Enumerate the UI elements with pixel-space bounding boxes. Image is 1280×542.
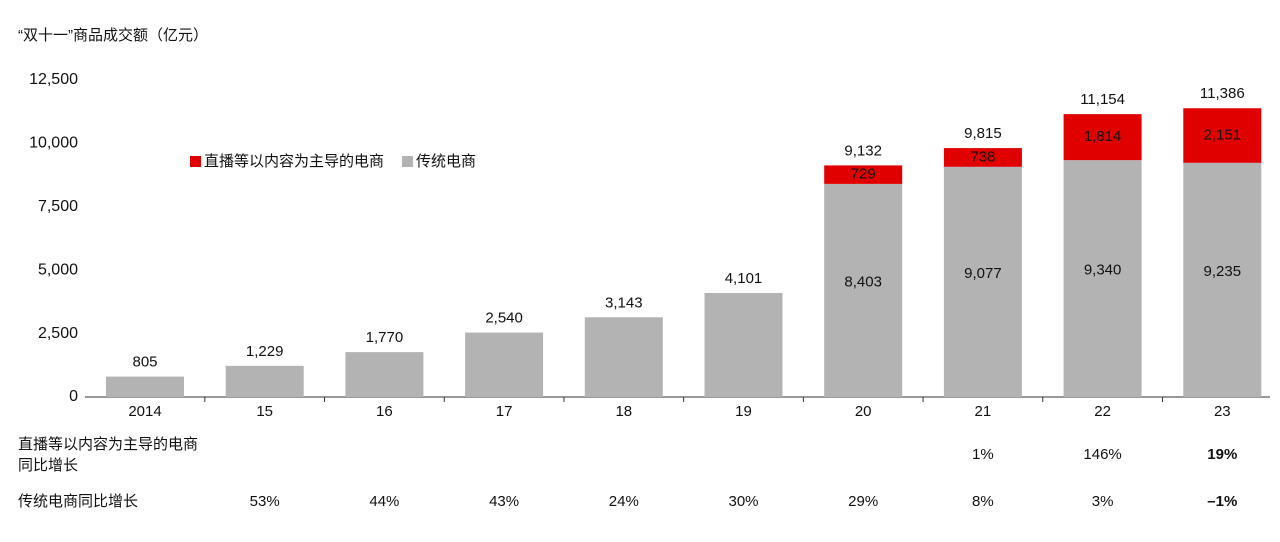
bar-label: 8,403: [844, 273, 882, 290]
total-label: 1,229: [246, 343, 284, 360]
y-tick-label: 12,500: [29, 71, 78, 88]
growth-value: 24%: [609, 493, 639, 510]
growth-value: 43%: [489, 493, 519, 510]
y-tick-label: 10,000: [29, 135, 78, 152]
bar-segment: [824, 165, 903, 184]
growth-value: 1%: [972, 446, 994, 463]
y-tick-label: 2,500: [38, 325, 78, 342]
total-label: 1,770: [366, 329, 404, 346]
chart-title: “双十一”商品成交额（亿元）: [18, 26, 208, 44]
growth-value: 30%: [728, 493, 758, 510]
legend-label: 直播等以内容为主导的电商: [204, 152, 384, 170]
legend-swatch: [190, 156, 201, 167]
x-tick-label: 18: [615, 403, 632, 420]
growth-row-label: 直播等以内容为主导的电商: [18, 435, 198, 453]
bar-segment: [1063, 160, 1142, 397]
x-tick-label: 15: [256, 403, 273, 420]
bar-label: 738: [970, 148, 995, 165]
legend-label: 传统电商: [416, 153, 476, 170]
bar-segment: [1183, 162, 1262, 397]
y-tick-label: 0: [69, 388, 78, 405]
bar-segment: [824, 183, 903, 397]
total-label: 11,386: [1200, 85, 1245, 102]
bar-label: 2,151: [1204, 126, 1242, 143]
total-label: 3,143: [605, 294, 643, 311]
total-label: 2,540: [485, 310, 523, 327]
bar-segment: [345, 352, 424, 397]
growth-value: 8%: [972, 493, 994, 510]
x-tick-label: 23: [1214, 403, 1231, 420]
x-tick-label: 2014: [128, 403, 161, 420]
total-label: 9,132: [844, 142, 882, 159]
x-tick-label: 21: [975, 403, 992, 420]
x-tick-label: 20: [855, 403, 872, 420]
bar-segment: [465, 332, 544, 397]
bar-segment: [704, 292, 783, 397]
growth-value: 53%: [250, 493, 280, 510]
bar-label: 9,077: [964, 265, 1002, 282]
bar-label: 9,235: [1204, 263, 1242, 280]
y-tick-label: 7,500: [38, 198, 78, 215]
total-label: 11,154: [1080, 91, 1125, 108]
bar-label: 1,814: [1084, 128, 1122, 145]
x-tick-label: 17: [496, 403, 513, 420]
bar-label: 9,340: [1084, 262, 1122, 279]
growth-value: 19%: [1207, 446, 1237, 463]
legend-swatch: [402, 156, 414, 167]
x-tick-label: 22: [1094, 403, 1111, 420]
total-label: 4,101: [725, 270, 763, 287]
bar-label: 729: [851, 166, 876, 183]
total-label: 9,815: [964, 125, 1002, 142]
x-tick-label: 19: [735, 403, 752, 420]
growth-value: 146%: [1083, 446, 1121, 463]
growth-value: 44%: [369, 493, 399, 510]
bar-segment: [225, 365, 304, 397]
bar-segment: [106, 376, 184, 397]
growth-row-label: 同比增长: [18, 457, 78, 474]
bar-segment: [1063, 114, 1142, 161]
bar-segment: [943, 148, 1022, 167]
growth-value: –1%: [1207, 493, 1237, 510]
growth-value: 3%: [1092, 493, 1114, 510]
x-tick-label: 16: [376, 403, 393, 420]
total-label: 805: [132, 354, 157, 371]
bar-segment: [943, 166, 1022, 397]
y-tick-label: 5,000: [38, 261, 78, 278]
growth-value: 29%: [848, 493, 878, 510]
bar-segment: [584, 317, 663, 397]
bar-segment: [1183, 108, 1262, 163]
growth-row-label: 传统电商同比增长: [18, 493, 138, 510]
